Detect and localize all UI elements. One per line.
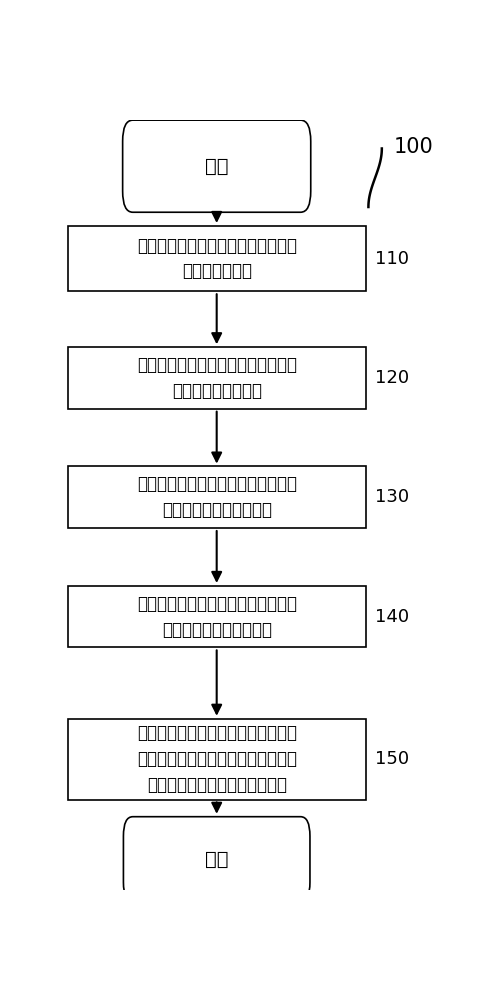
Text: 通过中子与液体闪烁体的相互作用获
得第一中子剂量当量: 通过中子与液体闪烁体的相互作用获 得第一中子剂量当量 <box>136 356 296 400</box>
Text: 150: 150 <box>374 750 408 768</box>
Text: 130: 130 <box>374 488 408 506</box>
Text: 110: 110 <box>374 250 408 268</box>
FancyBboxPatch shape <box>67 347 365 409</box>
FancyBboxPatch shape <box>67 586 365 647</box>
Text: 120: 120 <box>374 369 408 387</box>
Text: 结束: 结束 <box>204 850 228 869</box>
Text: 100: 100 <box>393 137 432 157</box>
Text: 通过中子与第一中子计数器的相互作
用获得第二中子剂量当量: 通过中子与第一中子计数器的相互作 用获得第二中子剂量当量 <box>136 475 296 519</box>
Text: 建立液体闪烁体计数区、中心计数区
以及周边计数区: 建立液体闪烁体计数区、中心计数区 以及周边计数区 <box>136 237 296 280</box>
FancyBboxPatch shape <box>67 226 365 291</box>
Text: 通过中子与第二中子计数器的相互作
用获得第三中子剂量当量: 通过中子与第二中子计数器的相互作 用获得第三中子剂量当量 <box>136 595 296 639</box>
Text: 开始: 开始 <box>204 157 228 176</box>
Text: 对第一中子剂量当量、第二中子剂量
当量以及第三中子剂量当量进行计算
获得所在中子辐射场的剂量当量: 对第一中子剂量当量、第二中子剂量 当量以及第三中子剂量当量进行计算 获得所在中子… <box>136 724 296 794</box>
FancyBboxPatch shape <box>67 719 365 800</box>
FancyBboxPatch shape <box>67 466 365 528</box>
FancyBboxPatch shape <box>122 120 310 212</box>
FancyBboxPatch shape <box>123 817 309 902</box>
Text: 140: 140 <box>374 608 408 626</box>
